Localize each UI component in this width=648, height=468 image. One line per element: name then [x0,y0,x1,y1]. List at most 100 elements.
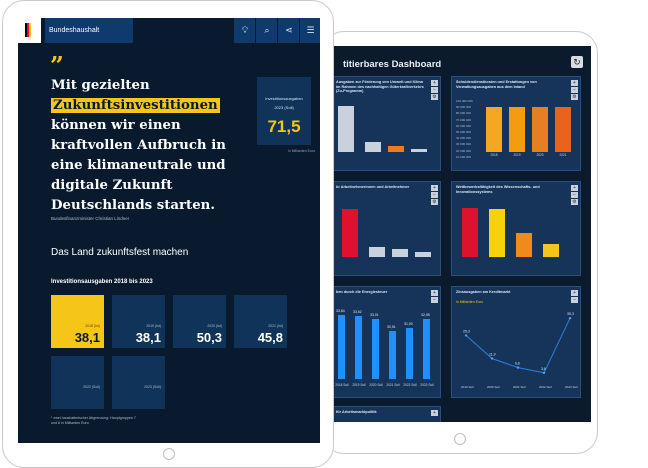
flag-icon [25,23,31,37]
panel-controls: + − ⚙ [431,80,438,101]
data-point [568,317,572,320]
front-tablet: Bundeshaushalt 💡︎ ⌕ ⋖ ☰ ” Mit gezielten … [2,0,334,468]
x-tick-label: 2021 Soll [513,385,526,389]
quote-start: Mit gezielten [51,78,150,93]
menu-icon[interactable]: ☰ [299,18,320,43]
zoom-in-icon[interactable]: + [571,185,578,191]
panel-subtitle: in Milliarden Euro [456,300,484,304]
investment-tile-2021[interactable]: 2021 (Ist) 45,8 [234,295,287,348]
bar [406,328,413,379]
bar [411,149,427,152]
home-button[interactable] [454,433,466,445]
kpi-value: 71,5 [267,117,301,136]
panel-zinsausgaben: Zinsausgaben am Kreditmarkt in Milliarde… [451,286,581,398]
panel-schuldendienst: Schuldendienstkosten und Erstattungen vo… [451,76,581,171]
dashboard-title: titierbares Dashboard [343,59,442,70]
tile-value: 45,8 [257,330,283,345]
bar [342,209,358,257]
investment-title: Investitionsausgaben 2018 bis 2023 [51,279,153,285]
x-tick-label: 2021 [559,153,567,157]
y-tick-label: 70 000 000 [456,117,472,122]
zoom-out-icon[interactable]: − [431,87,438,93]
bar [423,319,430,379]
top-bar: Bundeshaushalt 💡︎ ⌕ ⋖ ☰ [18,18,320,43]
x-tick-label: 2018 [490,153,498,157]
zoom-in-icon[interactable]: + [431,410,438,416]
tile-label: 2020 (Ist) [207,324,222,328]
line-chart: 25,3 2019 Soll 11,9 2020 Soll 6,6 2021 Soll 3,… [461,312,578,389]
y-tick-label: 50 000 000 [456,130,472,134]
investment-tile-2020[interactable]: 2020 (Ist) 50,3 [173,295,226,348]
zoom-out-icon[interactable]: − [571,192,578,198]
x-tick-label: 2022 Soll [539,385,552,389]
investment-tile-2018[interactable]: 2018 (Ist) 38,1 [51,295,104,348]
share-icon[interactable]: ⋖ [277,18,300,43]
y-tick-label: 40 000 000 [456,136,472,141]
zoom-in-icon[interactable]: + [431,80,438,86]
zoom-out-icon[interactable]: − [571,297,578,303]
bar [489,209,505,257]
bar [372,319,379,379]
data-label: 25,3 [463,329,470,333]
x-tick-label: 2022 Soll [403,383,417,387]
quote-end: können wir einen kraftvollen Aufbruch in… [51,118,226,213]
x-tick-label: 2018 Soll [335,383,349,387]
kpi-label: Investitionsausgaben [265,96,303,101]
settings-icon[interactable]: ⚙ [431,199,438,205]
zoom-in-icon[interactable]: + [571,290,578,296]
bar [365,142,381,152]
dashboard-screen: titierbares Dashboard ↻ Ausgaben zur För… [331,46,591,422]
search-icon[interactable]: ⌕ [255,18,278,43]
tile-value: 50,3 [196,330,222,345]
data-label: 31,00 [404,322,413,326]
lightbulb-icon[interactable]: 💡︎ [233,18,256,43]
panel-controls: + − [571,290,578,304]
y-tick-label: 20 000 000 [456,148,472,153]
quote-mark-icon: ” [50,51,64,80]
quote-highlight: Zukunftsinvestitionen [51,98,220,113]
bar [389,331,396,379]
kpi-period: 2023 (Soll) [274,105,294,110]
tile-label: 2019 (Ist) [146,324,161,328]
kpi-card: Investitionsausgaben 2023 (Soll) 71,5 [257,77,311,145]
brand-title[interactable]: Bundeshaushalt [45,18,133,43]
bar [415,252,431,257]
bar [555,107,571,152]
bar [532,107,548,152]
data-label: 33,01 [370,313,379,317]
reload-icon[interactable]: ↻ [571,56,583,68]
zoom-in-icon[interactable]: + [571,80,578,86]
zoom-out-icon[interactable]: − [431,192,438,198]
zoom-in-icon[interactable]: + [431,290,438,296]
tile-label: 2018 (Ist) [85,324,100,328]
home-button[interactable] [163,448,175,460]
y-tick-label: 10 000 000 [456,154,472,159]
quote-author: Bundesfinanzminister Christian Lindner [51,216,130,221]
x-tick-label: 2023 Soll [565,385,578,389]
settings-icon[interactable]: ⚙ [431,94,438,100]
panel-title: Zinsausgaben am Kreditmarkt [456,290,511,294]
bar [543,244,559,257]
zoom-out-icon[interactable]: − [431,297,438,303]
bar [486,107,502,152]
investment-tile-2022[interactable]: 2022 (Soll) [51,356,104,409]
investment-tile-2019[interactable]: 2019 (Ist) 38,1 [112,295,165,348]
footnote: * zwei haushalterischer Abgrenzung: Haup… [51,416,136,425]
zoom-in-icon[interactable]: + [431,185,438,191]
section-title: Das Land zukunftsfest machen [51,247,189,258]
settings-icon[interactable]: ⚙ [571,199,578,205]
bar [388,146,404,152]
x-tick-label: 2019 [513,153,521,157]
bar [462,208,478,257]
data-point [490,357,494,360]
zoom-out-icon[interactable]: − [571,87,578,93]
settings-icon[interactable]: ⚙ [571,94,578,100]
tile-value: 38,1 [74,330,100,345]
y-tick-label: 80 000 000 [456,111,472,116]
panel-controls: + − ⚙ [571,80,578,101]
panel-title: ür Arbeitnehmerinnen und Arbeitnehmer [336,185,410,189]
investment-tile-2023[interactable]: 2023 (Soll) [112,356,165,409]
data-point [542,371,546,374]
x-tick-label: 2020 [536,153,544,157]
y-tick-label: 30 000 000 [456,142,472,147]
